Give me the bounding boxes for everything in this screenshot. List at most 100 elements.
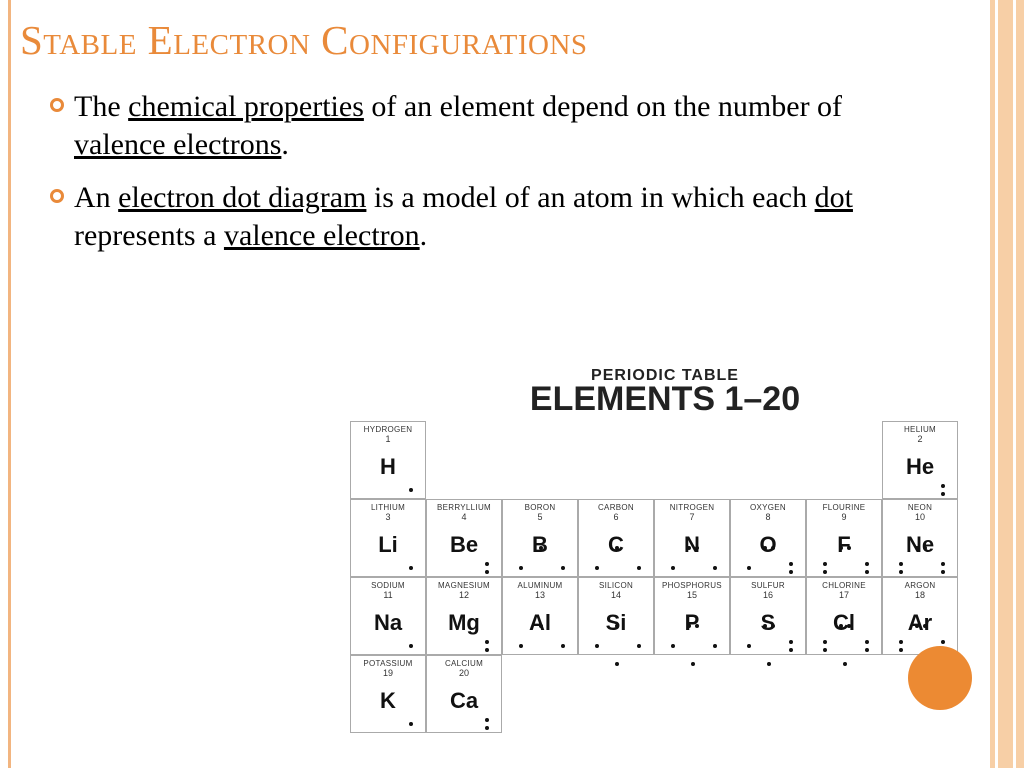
element-number: 16 [731, 590, 805, 600]
element-cell-he: HELIUM2He [882, 421, 958, 499]
electron-dot-icon [713, 644, 717, 648]
decorative-circle-icon [908, 646, 972, 710]
element-name: HELIUM [883, 422, 957, 434]
element-symbol: Mg [427, 610, 501, 636]
element-symbol: F [807, 532, 881, 558]
electron-dot-icon [823, 640, 827, 644]
element-number: 14 [579, 590, 653, 600]
electron-dot-icon [409, 644, 413, 648]
electron-dot-icon [561, 644, 565, 648]
element-name: BERRYLLIUM [427, 500, 501, 512]
element-cell-k: POTASSIUM19K [350, 655, 426, 733]
empty-cell [426, 421, 502, 499]
electron-dot-icon [789, 640, 793, 644]
element-number: 20 [427, 668, 501, 678]
empty-cell [806, 421, 882, 499]
element-cell-mg: MAGNESIUM12Mg [426, 577, 502, 655]
element-name: LITHIUM [351, 500, 425, 512]
bullet-2-text: An electron dot diagram is a model of an… [74, 179, 930, 256]
element-cell-h: HYDROGEN1H [350, 421, 426, 499]
element-cell-p: PHOSPHORUS15P [654, 577, 730, 655]
element-number: 9 [807, 512, 881, 522]
element-number: 2 [883, 434, 957, 444]
element-cell-al: ALUMINUM13Al [502, 577, 578, 655]
bullet-1-text: The chemical properties of an element de… [74, 88, 930, 165]
element-name: SILICON [579, 578, 653, 590]
element-name: OXYGEN [731, 500, 805, 512]
electron-dot-icon [899, 648, 903, 652]
electron-dot-icon [899, 562, 903, 566]
element-cell-b: BORON5B [502, 499, 578, 577]
element-cell-c: CARBON6C [578, 499, 654, 577]
empty-cell [654, 421, 730, 499]
periodic-table: PERIODIC TABLE ELEMENTS 1–20 HYDROGEN1HH… [350, 368, 980, 733]
electron-dot-icon [519, 644, 523, 648]
element-symbol: K [351, 688, 425, 714]
element-symbol: Ca [427, 688, 501, 714]
electron-dot-icon [747, 644, 751, 648]
electron-dot-icon [637, 644, 641, 648]
element-cell-ne: NEON10 Ne [882, 499, 958, 577]
electron-dot-icon [941, 562, 945, 566]
electron-dot-icon [899, 640, 903, 644]
left-accent-line [8, 0, 11, 768]
element-symbol: Si [579, 610, 653, 636]
element-name: NEON [883, 500, 957, 512]
element-symbol: P [655, 610, 729, 636]
element-name: HYDROGEN [351, 422, 425, 434]
electron-dot-icon [713, 566, 717, 570]
right-accent-gap-1 [995, 0, 998, 768]
electron-dot-icon [671, 566, 675, 570]
empty-cell [578, 421, 654, 499]
slide-title: Stable Electron Configurations [20, 16, 588, 64]
electron-dot-icon [941, 492, 945, 496]
element-number: 10 [883, 512, 957, 522]
element-cell-na: SODIUM11Na [350, 577, 426, 655]
element-symbol: O [731, 532, 805, 558]
element-name: SODIUM [351, 578, 425, 590]
electron-dot-icon [485, 648, 489, 652]
slide-frame: Stable Electron Configurations The chemi… [0, 0, 1024, 768]
empty-cell [502, 655, 578, 733]
electron-dot-icon [485, 726, 489, 730]
element-cell-n: NITROGEN7N [654, 499, 730, 577]
electron-dot-icon [789, 562, 793, 566]
bullet-marker-icon [50, 189, 64, 203]
element-number: 3 [351, 512, 425, 522]
element-cell-f: FLOURINE9F [806, 499, 882, 577]
electron-dot-icon [519, 566, 523, 570]
periodic-grid: HYDROGEN1HHELIUM2HeLITHIUM3LiBERRYLLIUM4… [350, 421, 980, 733]
electron-dot-icon [789, 648, 793, 652]
electron-dot-icon [789, 570, 793, 574]
element-cell-li: LITHIUM3Li [350, 499, 426, 577]
electron-dot-icon [941, 640, 945, 644]
element-symbol: Ne [883, 532, 957, 558]
electron-dot-icon [899, 570, 903, 574]
element-symbol: Cl [807, 610, 881, 636]
bullet-1: The chemical properties of an element de… [50, 88, 930, 165]
element-number: 8 [731, 512, 805, 522]
element-name: ALUMINUM [503, 578, 577, 590]
electron-dot-icon [941, 570, 945, 574]
element-symbol: Be [427, 532, 501, 558]
right-accent-gap-2 [1013, 0, 1016, 768]
element-name: BORON [503, 500, 577, 512]
element-name: NITROGEN [655, 500, 729, 512]
periodic-header: PERIODIC TABLE ELEMENTS 1–20 [350, 368, 980, 415]
electron-dot-icon [485, 562, 489, 566]
electron-dot-icon [485, 570, 489, 574]
element-symbol: Al [503, 610, 577, 636]
electron-dot-icon [409, 722, 413, 726]
electron-dot-icon [409, 566, 413, 570]
element-symbol: S [731, 610, 805, 636]
electron-dot-icon [561, 566, 565, 570]
electron-dot-icon [671, 644, 675, 648]
element-number: 11 [351, 590, 425, 600]
empty-cell [730, 655, 806, 733]
element-symbol: H [351, 454, 425, 480]
element-number: 7 [655, 512, 729, 522]
bullet-2: An electron dot diagram is a model of an… [50, 179, 930, 256]
element-number: 18 [883, 590, 957, 600]
electron-dot-icon [865, 570, 869, 574]
electron-dot-icon [485, 718, 489, 722]
